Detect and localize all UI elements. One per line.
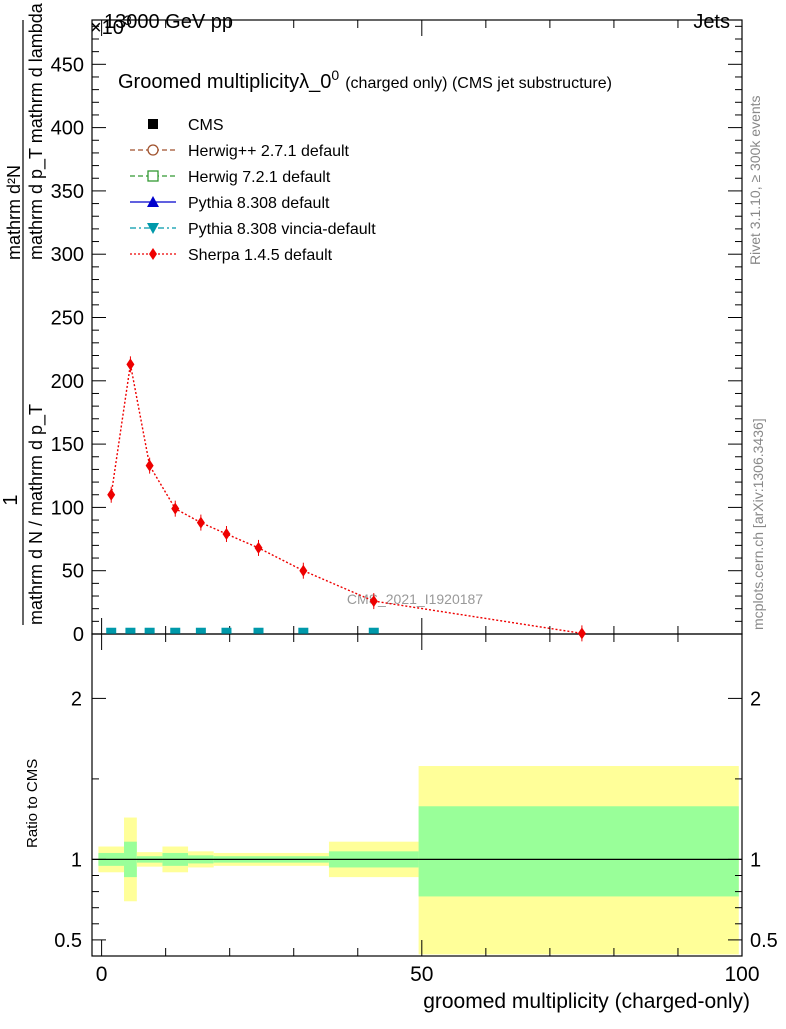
legend-label: Herwig++ 2.7.1 default (188, 143, 350, 160)
ratio-ytick-label-right: 2 (750, 688, 761, 710)
plot-title: Groomed multiplicityλ_00 (charged only) (… (118, 67, 612, 93)
sherpa-point (299, 564, 308, 577)
cms-point (125, 627, 136, 634)
cms-point (144, 627, 155, 634)
analysis-watermark: CMS_2021_I1920187 (347, 591, 483, 607)
ratio-ytick-label: 2 (71, 688, 82, 710)
legend-marker (147, 170, 159, 182)
ylabel-outer-numerator: 1 (0, 494, 22, 505)
sherpa-point (126, 358, 135, 371)
main-ytick-label: 100 (51, 497, 84, 519)
cms-point (368, 627, 379, 634)
legend-entry: Sherpa 1.4.5 default (130, 247, 333, 264)
ratio-ytick-label: 1 (71, 849, 82, 871)
legend-marker (147, 144, 159, 156)
main-y-axis-label: 1 mathrm d N / mathrm d p_T mathrm d²N m… (0, 2, 47, 625)
x-axis-label: groomed multiplicity (charged-only) (423, 990, 750, 1013)
sherpa-point (171, 502, 180, 515)
cms-point (195, 627, 206, 634)
ratio-band-green-7 (418, 806, 739, 897)
ratio-y-axis-label: Ratio to CMS (24, 759, 41, 848)
mcplots-label: mcplots.cern.ch [arXiv:1306.3436] (750, 418, 766, 630)
data-series (106, 356, 586, 642)
ratio-ytick-label-right: 0.5 (750, 930, 778, 952)
sherpa-point (369, 595, 378, 608)
sherpa-line (110, 364, 583, 635)
sherpa-point (196, 516, 205, 529)
cms-point (298, 627, 309, 634)
ratio-ytick-label-right: 1 (750, 849, 761, 871)
cms-point (106, 627, 117, 634)
legend-label: Pythia 8.308 default (188, 195, 330, 212)
sherpa-point (254, 541, 263, 554)
legend-entry: Herwig 7.2.1 default (130, 169, 331, 186)
cms-point (170, 627, 181, 634)
sherpa-point (577, 627, 586, 640)
collision-energy-label: 13000 GeV pp (104, 11, 233, 33)
legend-label: CMS (188, 117, 224, 134)
main-ytick-label: 250 (51, 308, 84, 330)
main-ytick-label: 300 (51, 244, 84, 266)
main-ytick-label: 150 (51, 434, 84, 456)
legend: CMS Herwig++ 2.7.1 default Herwig 7.2.1 de… (130, 117, 376, 264)
main-ytick-label: 0 (73, 624, 84, 646)
legend-entry: Pythia 8.308 default (130, 195, 330, 212)
legend-marker (147, 223, 159, 234)
ylabel-numerator: mathrm d²N (4, 165, 24, 260)
legend-entry: Pythia 8.308 vincia-default (130, 221, 376, 238)
ratio-xtick-label: 50 (410, 963, 433, 986)
legend-label: Herwig 7.2.1 default (188, 169, 331, 186)
legend-label: Pythia 8.308 vincia-default (188, 221, 376, 238)
main-axes: 0 50 100 150 200 250 300 350 400 450 (51, 19, 743, 646)
ratio-uncertainty-bands (92, 766, 742, 955)
cms-point (253, 627, 264, 634)
cms-point (221, 627, 232, 634)
main-ytick-label: 50 (62, 561, 84, 583)
legend-entry: CMS (148, 117, 224, 134)
ratio-xtick-label: 100 (724, 963, 759, 986)
legend-label: Sherpa 1.4.5 default (188, 247, 333, 264)
ratio-axes: 0.5 0.5 1 1 2 2 0 50 100 (54, 633, 778, 986)
rivet-version-label: Rivet 3.1.10, ≥ 300k events (747, 95, 763, 265)
main-ytick-label: 450 (51, 54, 84, 76)
ratio-frame (91, 633, 743, 957)
legend-marker (149, 248, 157, 260)
legend-entry: Herwig++ 2.7.1 default (130, 143, 350, 160)
ratio-xtick-label: 0 (96, 963, 108, 986)
sherpa-point (222, 527, 231, 540)
main-ytick-label: 200 (51, 371, 84, 393)
legend-marker (147, 196, 159, 207)
sherpa-point (145, 459, 154, 472)
ylabel-denominator: mathrm d p_T mathrm d lambda (26, 2, 47, 260)
ratio-ytick-label: 0.5 (54, 930, 82, 952)
analysis-category-label: Jets (693, 11, 730, 33)
main-ytick-label: 400 (51, 118, 84, 140)
main-frame (91, 19, 743, 635)
legend-marker (148, 119, 158, 129)
main-ytick-label: 350 (51, 181, 84, 203)
ylabel-outer-denominator: mathrm d N / mathrm d p_T (26, 404, 47, 625)
sherpa-point (107, 488, 116, 501)
